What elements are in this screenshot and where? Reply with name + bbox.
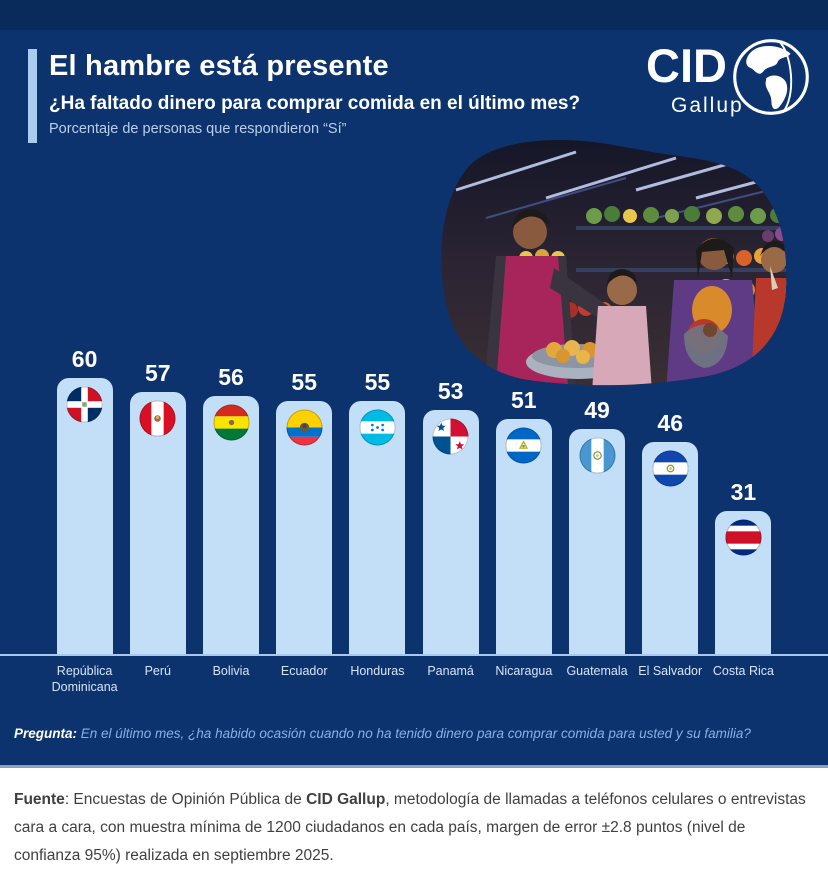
bar-column-bolivia: 56	[194, 314, 267, 654]
page-note: Porcentaje de personas que respondieron …	[49, 121, 347, 137]
category-label: Nicaragua	[495, 664, 553, 678]
bar-nicaragua	[495, 419, 552, 654]
category-label: El Salvador	[638, 664, 703, 678]
bar-value-label: 46	[657, 410, 684, 437]
logo-cid-text: CID	[646, 39, 727, 92]
bar-value-label: 56	[218, 364, 244, 391]
bar-column-dominican-republic: 60	[48, 314, 121, 654]
bar-guatemala	[569, 428, 626, 654]
source-text: Fuente: Encuestas de Opinión Pública de …	[14, 786, 814, 870]
cid-gallup-logo: CID Gallup	[646, 39, 809, 124]
bar-value-label: 31	[730, 479, 757, 506]
bar-value-label: 60	[71, 346, 98, 372]
bar-column-peru: 57	[121, 314, 194, 654]
bar-peru	[129, 391, 186, 654]
bar-value-label: 49	[584, 396, 610, 423]
bar-column-panama: 53	[414, 314, 487, 654]
bar-value-label: 51	[511, 387, 537, 414]
globe-icon	[733, 39, 809, 115]
category-label: Honduras	[350, 664, 405, 678]
page-subtitle: ¿Ha faltado dinero para comprar comida e…	[49, 93, 581, 114]
source-brand: CID Gallup	[306, 791, 386, 808]
source-text-2: , metodología de llamadas a teléfonos ce…	[14, 791, 806, 864]
question-strip: Pregunta: En el último mes, ¿ha habido o…	[14, 726, 814, 741]
bolivia-flag-icon	[213, 404, 250, 441]
dominican-republic-flag-icon	[66, 386, 103, 423]
category-label: Bolivia	[212, 664, 250, 678]
category-label: Perú	[144, 664, 171, 678]
costa-rica-flag-icon	[725, 519, 762, 556]
source-label: Fuente	[14, 791, 65, 808]
page-title: El hambre está presente	[49, 50, 389, 82]
top-band	[0, 0, 828, 30]
category-label: Panamá	[427, 664, 474, 678]
bar-panama	[422, 410, 479, 654]
bar-column-ecuador: 55	[268, 314, 341, 654]
logo-gallup-text: Gallup	[671, 94, 744, 117]
bar-column-honduras: 55	[341, 314, 414, 654]
bar-el-salvador	[642, 442, 699, 654]
question-text: En el último mes, ¿ha habido ocasión cua…	[77, 726, 751, 741]
bar-ecuador	[276, 401, 333, 654]
question-label: Pregunta:	[14, 726, 78, 741]
panama-flag-icon	[432, 418, 469, 455]
bar-columns: 60 57 56 55 55 53 51 49 46 31	[48, 314, 780, 654]
bar-column-nicaragua: 51	[487, 314, 560, 654]
bar-column-guatemala: 49	[560, 314, 633, 654]
category-label: Guatemala	[566, 664, 628, 678]
category-labels: República Dominicana Perú Bolivia Ecuador Ho…	[48, 663, 780, 696]
source-footer: Fuente: Encuestas de Opinión Pública de …	[0, 765, 828, 878]
title-accent-bar	[28, 49, 37, 143]
category-label: Ecuador	[280, 664, 328, 678]
el-salvador-flag-icon	[652, 450, 689, 487]
nicaragua-flag-icon	[505, 427, 542, 464]
source-text-1: : Encuestas de Opinión Pública de	[64, 791, 307, 808]
market-photo	[441, 139, 787, 386]
ecuador-flag-icon	[286, 409, 323, 446]
guatemala-flag-icon	[579, 437, 616, 474]
bar-column-costa-rica: 31	[707, 314, 780, 654]
bar-value-label: 55	[364, 369, 391, 395]
bar-bolivia	[203, 396, 259, 654]
bar-costa-rica	[715, 511, 772, 654]
bar-column-el-salvador: 46	[634, 314, 707, 654]
category-label: República Dominicana	[51, 664, 118, 695]
axis-baseline	[0, 654, 828, 656]
honduras-flag-icon	[359, 409, 396, 446]
bar-value-label: 55	[291, 369, 317, 395]
bar-value-label: 57	[145, 359, 171, 386]
bar-honduras	[349, 401, 406, 654]
category-label: Costa Rica	[712, 664, 774, 678]
bar-value-label: 53	[437, 378, 464, 405]
peru-flag-icon	[139, 400, 176, 437]
bar-dominican-republic	[56, 378, 113, 654]
